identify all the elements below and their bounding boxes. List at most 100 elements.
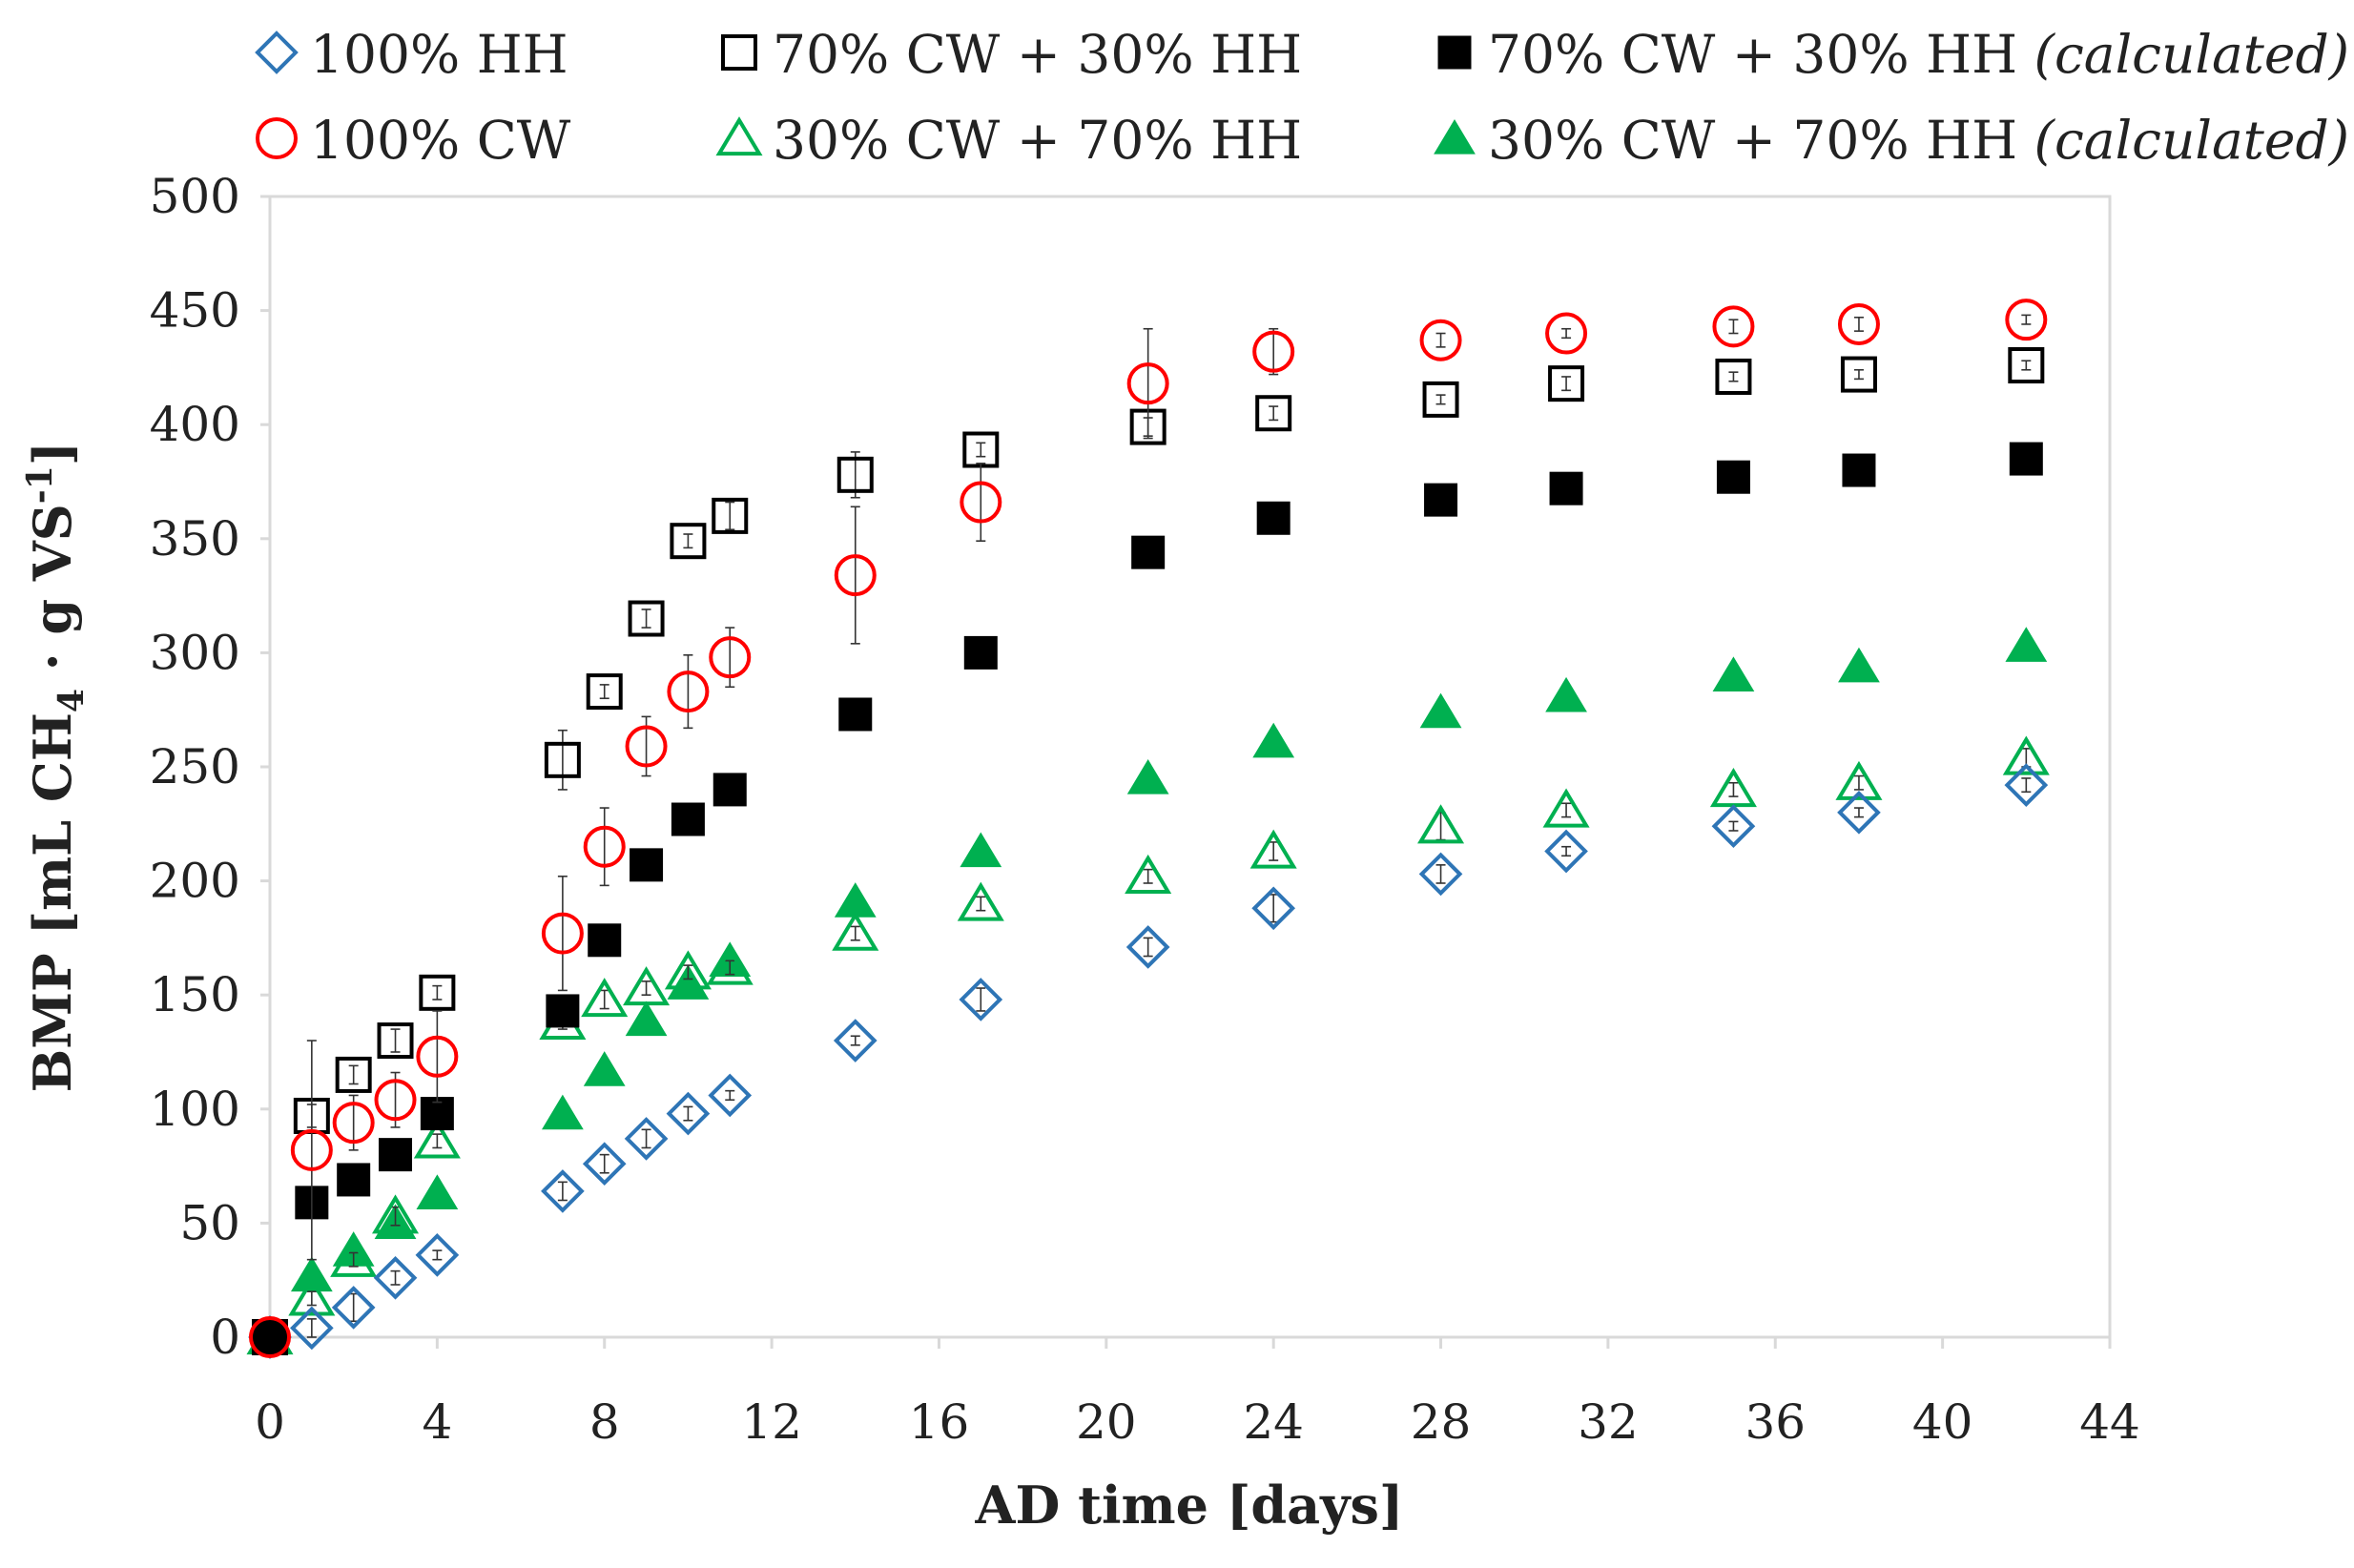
data-point (581, 978, 629, 1018)
legend-label: 100% CW (310, 110, 571, 171)
legend-series-name: 70% CW + 30% HH (773, 24, 1302, 85)
data-point (836, 456, 874, 493)
error-bar (1269, 327, 1279, 376)
data-point (249, 1316, 291, 1358)
error-bar (1853, 807, 1864, 818)
data-point (330, 1237, 378, 1277)
data-point (1249, 829, 1297, 869)
error-bar (683, 1105, 693, 1122)
error-bar (850, 925, 860, 941)
y-tick-label: 500 (150, 169, 240, 224)
legend-label: 30% CW + 70% HH (calculated) (1488, 110, 2349, 171)
error-bar (557, 1181, 568, 1202)
data-point (666, 1091, 711, 1136)
data-point (1548, 365, 1585, 402)
error-bar (1728, 820, 1739, 832)
error-bar (348, 1292, 359, 1323)
data-point (671, 802, 705, 836)
error-bar (599, 684, 609, 700)
data-point (1251, 886, 1296, 931)
error-bar (1435, 394, 1446, 405)
error-bar (2021, 314, 2032, 325)
error-bar (1728, 781, 1739, 797)
data-point (667, 671, 710, 713)
data-point (1716, 460, 1750, 494)
data-point (2008, 347, 2045, 384)
data-point (379, 1138, 413, 1172)
error-bar (641, 980, 651, 996)
legend-calculated-suffix: (calculated) (2017, 24, 2349, 85)
data-point (335, 1056, 372, 1093)
error-bar (1853, 316, 1864, 332)
error-bar (641, 1128, 651, 1149)
data-point (712, 497, 749, 534)
y-tick-label: 350 (150, 511, 240, 567)
data-point (588, 923, 622, 958)
data-point (290, 1128, 333, 1171)
legend-marker-icon (256, 117, 298, 159)
legend-item: 100% HH (255, 24, 568, 85)
data-point (1544, 829, 1588, 874)
y-tick-label: 450 (150, 283, 240, 339)
error-bar (390, 1028, 401, 1053)
error-bar (725, 959, 735, 976)
data-point (582, 1142, 627, 1186)
error-bar (1561, 802, 1572, 818)
legend-label: 70% CW + 30% HH (773, 24, 1302, 85)
error-bar (599, 807, 609, 887)
data-point (1131, 535, 1166, 569)
data-point (373, 1255, 418, 1300)
y-axis: 0 50 100 150 200 250 300 350 400 450 500 (150, 169, 270, 1365)
data-point (1418, 852, 1463, 897)
error-bar (390, 1269, 401, 1286)
error-bar (1143, 937, 1153, 958)
legend-marker-icon (1437, 35, 1472, 70)
x-tick-label: 28 (1411, 1394, 1472, 1450)
data-point (2005, 627, 2048, 662)
error-bar (1143, 868, 1153, 884)
data-point (2005, 299, 2048, 341)
legend-item: 70% CW + 30% HH (calculated) (1437, 24, 2349, 85)
legend-series-name: 30% CW + 70% HH (773, 110, 1302, 171)
data-point (253, 1320, 287, 1354)
data-point (1711, 804, 1756, 849)
data-point (419, 974, 456, 1011)
legend-item: 100% CW (256, 110, 571, 171)
data-point (290, 1256, 333, 1292)
error-bar (1435, 864, 1446, 884)
legend-label: 100% HH (310, 24, 568, 85)
series-30-cw-70-hh (246, 735, 2050, 1355)
data-point (1419, 319, 1462, 361)
legend-series-name: 30% CW + 70% HH (1488, 110, 2017, 171)
data-point (1712, 656, 1755, 691)
data-point (1840, 356, 1877, 393)
legend-calculated-suffix: (calculated) (2017, 110, 2349, 171)
data-point (957, 881, 1004, 921)
data-point (960, 481, 1002, 524)
error-bar (683, 964, 693, 980)
y-axis-label-end: ] (22, 442, 83, 466)
error-bar (1853, 368, 1864, 381)
y-axis-label-main: BMP [mL CH (22, 712, 83, 1092)
data-point (546, 994, 580, 1028)
error-bar (1143, 327, 1153, 440)
data-point (1542, 788, 1590, 828)
error-bar (348, 1251, 359, 1268)
error-bar (1269, 841, 1279, 861)
data-point (1549, 471, 1583, 505)
data-point (959, 978, 1003, 1021)
x-tick-label: 0 (255, 1394, 285, 1450)
data-point (833, 1019, 878, 1063)
error-bar (306, 1040, 317, 1261)
y-tick-label: 300 (150, 625, 240, 680)
error-bar (1269, 894, 1279, 923)
error-bar (641, 609, 651, 629)
data-point (708, 1073, 753, 1118)
data-point (625, 725, 668, 768)
y-axis-label-mid: · g VS (22, 504, 83, 689)
y-tick-label: 200 (150, 854, 240, 909)
legend-marker-icon (721, 34, 757, 71)
data-point (1125, 854, 1172, 894)
data-point (709, 636, 752, 679)
